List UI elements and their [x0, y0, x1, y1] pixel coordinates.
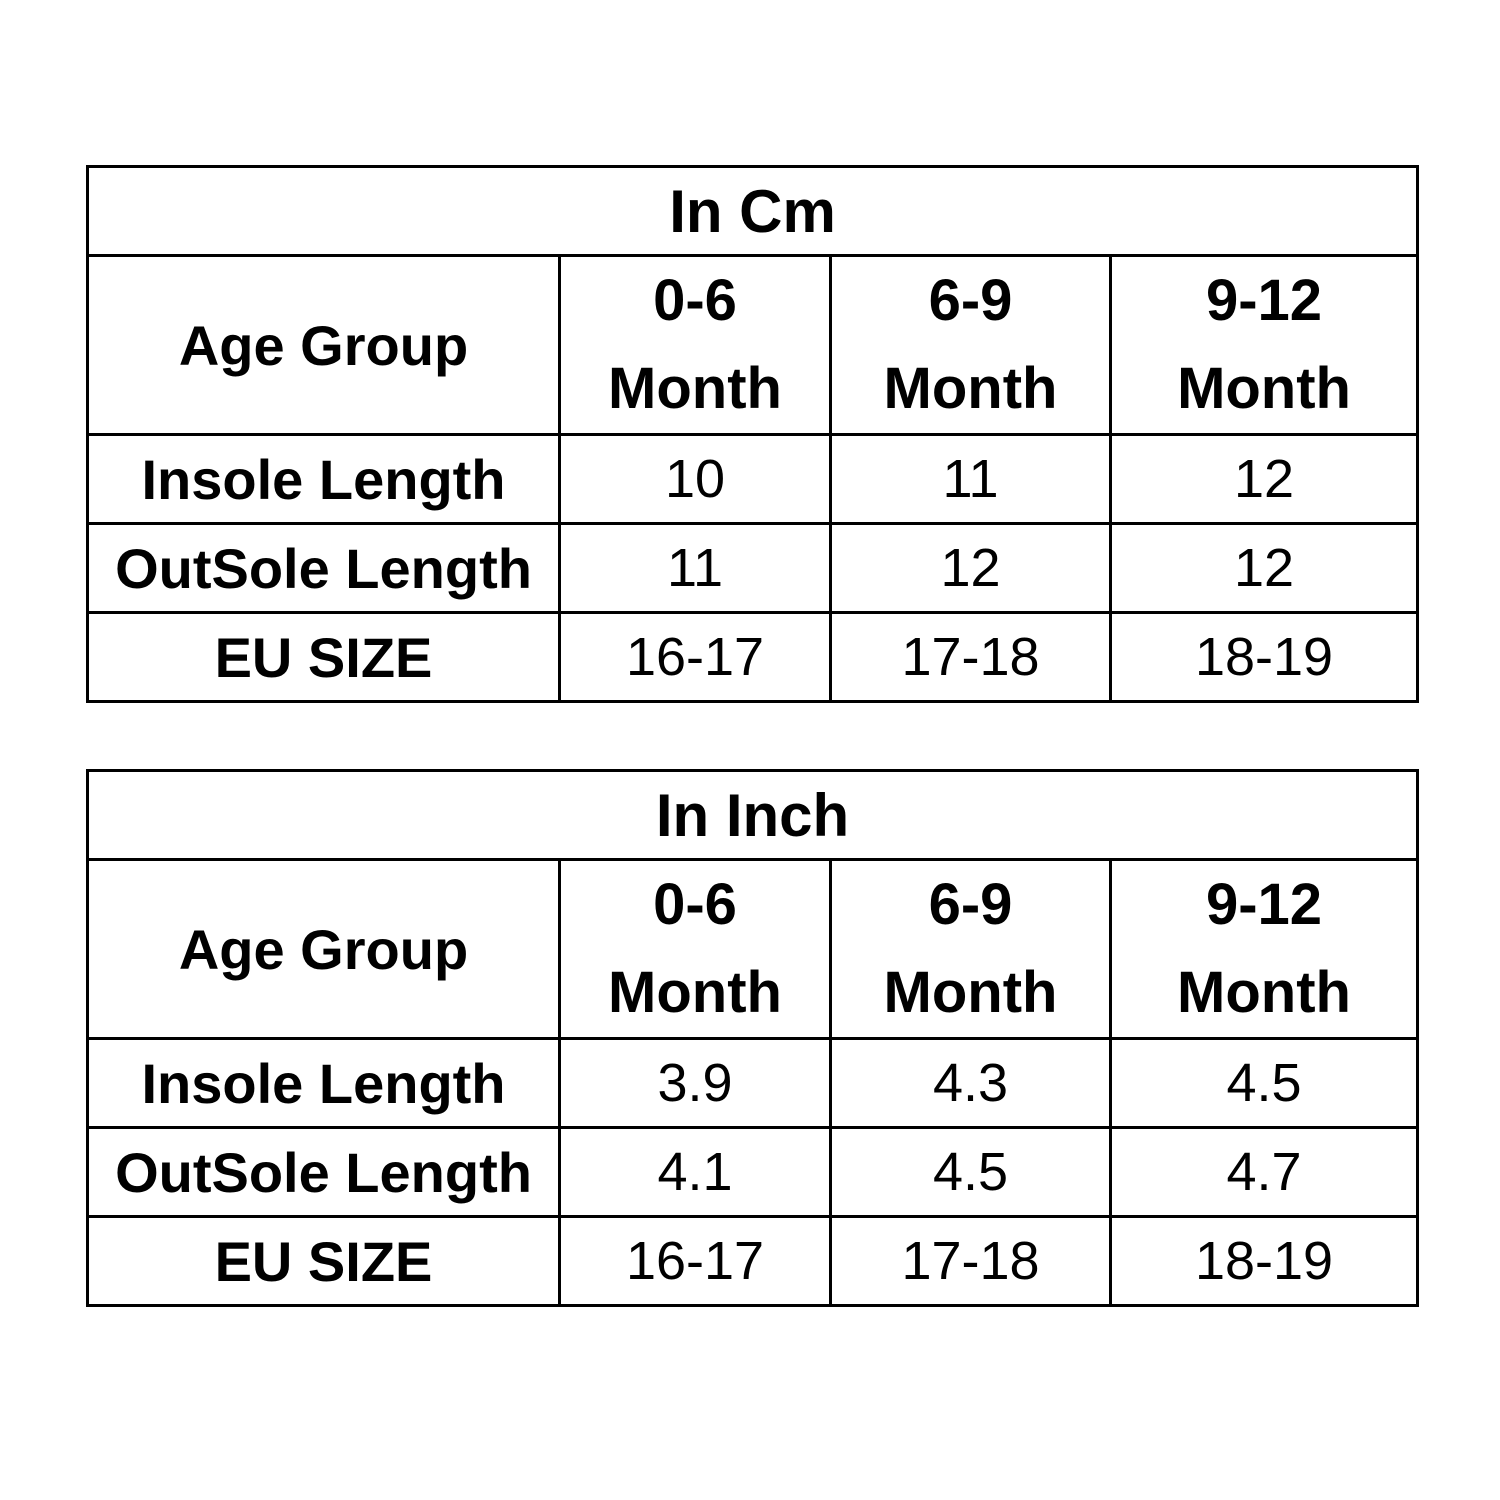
table-title-row: In Cm [85, 165, 1420, 257]
age-range: 0-6 [653, 872, 737, 937]
table-cell: 4.7 [1108, 1126, 1420, 1218]
row-label: Insole Length [86, 1037, 561, 1129]
table-row: EU SIZE 16-17 17-18 18-19 [86, 611, 1420, 703]
age-group-header: Age Group [86, 254, 561, 436]
table-cell: 12 [1108, 522, 1420, 614]
age-range: 9-12 [1205, 872, 1323, 937]
age-unit: Month [608, 960, 782, 1025]
age-group-column-header: 9-12 Month [1108, 254, 1420, 436]
age-group-column-header: 0-6 Month [558, 858, 832, 1040]
row-label: Insole Length [86, 433, 561, 525]
table-row: Insole Length 10 11 12 [86, 433, 1420, 525]
age-range: 9-12 [1205, 268, 1323, 333]
table-cell: 4.3 [829, 1037, 1112, 1129]
table-row: Insole Length 3.9 4.3 4.5 [86, 1037, 1420, 1129]
table-cell: 12 [1108, 433, 1420, 525]
age-group-column-header: 6-9 Month [829, 254, 1112, 436]
row-label: OutSole Length [86, 1126, 561, 1218]
age-unit: Month [883, 356, 1058, 421]
table-cell: 18-19 [1108, 1215, 1420, 1307]
row-label: OutSole Length [86, 522, 561, 614]
age-group-header: Age Group [86, 858, 561, 1040]
table-header-row: Age Group 0-6 Month 6-9 Month 9-12 Month [86, 254, 1420, 436]
table-cell: 17-18 [829, 1215, 1112, 1307]
table-title: In Inch [85, 769, 1420, 861]
row-label: EU SIZE [86, 1215, 561, 1307]
age-range: 6-9 [928, 872, 1013, 937]
table-cell: 18-19 [1108, 611, 1420, 703]
age-unit: Month [1177, 960, 1351, 1025]
row-label: EU SIZE [86, 611, 561, 703]
age-unit: Month [608, 356, 782, 421]
age-group-column-header: 6-9 Month [829, 858, 1112, 1040]
table-header-row: Age Group 0-6 Month 6-9 Month 9-12 Month [86, 858, 1420, 1040]
table-cell: 4.1 [558, 1126, 832, 1218]
table-cell: 16-17 [558, 611, 832, 703]
size-table-cm: In Cm Age Group 0-6 Month 6-9 Month 9-12… [85, 165, 1420, 703]
table-cell: 4.5 [1108, 1037, 1420, 1129]
table-row: OutSole Length 11 12 12 [86, 522, 1420, 614]
table-cell: 3.9 [558, 1037, 832, 1129]
table-title-row: In Inch [85, 769, 1420, 861]
table-cell: 11 [829, 433, 1112, 525]
table-cell: 11 [558, 522, 832, 614]
age-range: 6-9 [928, 268, 1013, 333]
age-unit: Month [1177, 356, 1351, 421]
table-cell: 4.5 [829, 1126, 1112, 1218]
age-group-column-header: 9-12 Month [1108, 858, 1420, 1040]
table-row: OutSole Length 4.1 4.5 4.7 [86, 1126, 1420, 1218]
table-title: In Cm [85, 165, 1420, 257]
table-cell: 17-18 [829, 611, 1112, 703]
age-range: 0-6 [653, 268, 737, 333]
table-cell: 12 [829, 522, 1112, 614]
age-group-column-header: 0-6 Month [558, 254, 832, 436]
table-row: EU SIZE 16-17 17-18 18-19 [86, 1215, 1420, 1307]
size-table-inch: In Inch Age Group 0-6 Month 6-9 Month 9-… [85, 769, 1420, 1307]
age-unit: Month [883, 960, 1058, 1025]
table-cell: 16-17 [558, 1215, 832, 1307]
table-cell: 10 [558, 433, 832, 525]
